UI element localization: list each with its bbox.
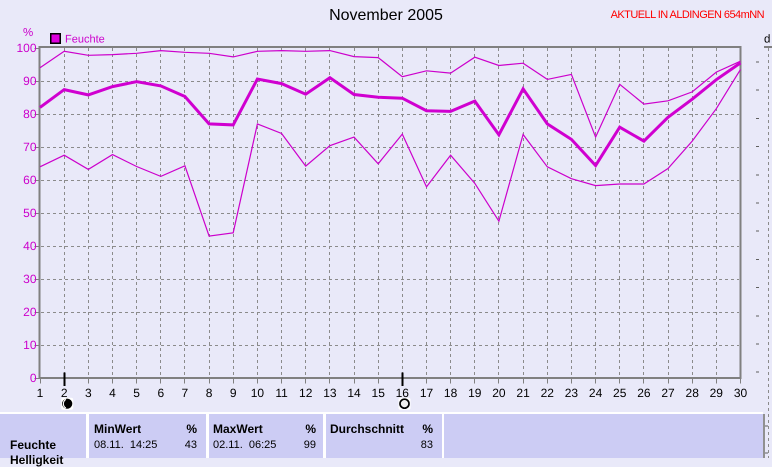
- svg-text:17: 17: [420, 386, 434, 400]
- svg-text:24: 24: [589, 386, 603, 400]
- svg-text:13: 13: [323, 386, 337, 400]
- svg-text:90: 90: [23, 74, 37, 88]
- svg-text:19: 19: [468, 386, 482, 400]
- svg-text:12: 12: [299, 386, 313, 400]
- svg-text:9: 9: [230, 386, 237, 400]
- svg-text:0: 0: [30, 371, 37, 385]
- svg-text:60: 60: [23, 173, 37, 187]
- svg-text:4: 4: [109, 386, 116, 400]
- svg-text:40: 40: [23, 239, 37, 253]
- svg-text:d: d: [764, 34, 770, 46]
- svg-text:23: 23: [565, 386, 579, 400]
- svg-text:21: 21: [516, 386, 530, 400]
- svg-text:5: 5: [133, 386, 140, 400]
- svg-text:26: 26: [637, 386, 651, 400]
- svg-text:3: 3: [85, 386, 92, 400]
- svg-text:80: 80: [23, 107, 37, 121]
- svg-text:50: 50: [23, 206, 37, 220]
- svg-text:2: 2: [61, 386, 68, 400]
- svg-text:Feuchte: Feuchte: [65, 34, 105, 46]
- svg-text:27: 27: [661, 386, 675, 400]
- svg-text:6: 6: [157, 386, 164, 400]
- svg-text:25: 25: [613, 386, 627, 400]
- svg-text:20: 20: [492, 386, 506, 400]
- svg-text:%: %: [23, 27, 33, 39]
- svg-text:7: 7: [182, 386, 189, 400]
- svg-text:18: 18: [444, 386, 458, 400]
- svg-text:14: 14: [347, 386, 361, 400]
- svg-text:30: 30: [734, 386, 748, 400]
- svg-text:10: 10: [23, 338, 37, 352]
- svg-text:20: 20: [23, 305, 37, 319]
- svg-text:16: 16: [396, 386, 410, 400]
- svg-text:30: 30: [23, 272, 37, 286]
- svg-text:28: 28: [686, 386, 700, 400]
- svg-text:15: 15: [372, 386, 386, 400]
- svg-text:8: 8: [206, 386, 213, 400]
- svg-text:11: 11: [275, 386, 288, 400]
- svg-text:29: 29: [710, 386, 724, 400]
- svg-text:10: 10: [251, 386, 265, 400]
- svg-text:70: 70: [23, 140, 37, 154]
- svg-text:22: 22: [541, 386, 555, 400]
- svg-text:100: 100: [16, 41, 36, 55]
- svg-text:1: 1: [37, 386, 44, 400]
